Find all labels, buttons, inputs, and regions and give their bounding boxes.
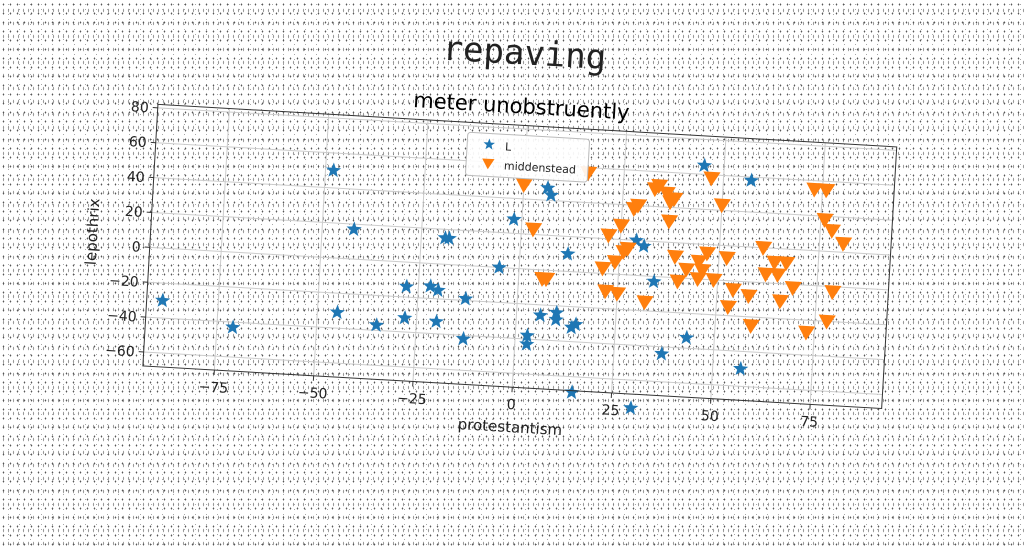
y-tick-label: −20 bbox=[109, 273, 139, 291]
star-point bbox=[646, 273, 662, 288]
x-tick-label: 50 bbox=[700, 408, 719, 425]
series-l bbox=[150, 126, 760, 421]
triangle-point bbox=[596, 284, 614, 299]
star-point bbox=[428, 313, 444, 328]
star-point bbox=[225, 319, 241, 334]
x-gridline bbox=[413, 120, 428, 382]
y-tick-label: 40 bbox=[126, 169, 145, 186]
y-axis-label: lepothrix bbox=[82, 198, 104, 266]
star-point bbox=[564, 384, 580, 399]
chart-title: meter unobstruently bbox=[413, 88, 631, 124]
star-point bbox=[548, 311, 564, 326]
star-point bbox=[696, 157, 712, 172]
y-tick-label: 0 bbox=[131, 239, 141, 255]
star-point bbox=[458, 290, 474, 305]
y-gridline bbox=[144, 352, 883, 395]
star-point bbox=[532, 307, 548, 322]
star-point bbox=[346, 221, 362, 236]
triangle-point bbox=[660, 214, 678, 229]
triangle-point bbox=[719, 300, 737, 315]
triangle-point bbox=[834, 237, 852, 252]
y-tick-label: −60 bbox=[105, 343, 135, 361]
triangle-point bbox=[784, 281, 802, 296]
x-tick-label: −25 bbox=[397, 391, 427, 409]
triangle-point bbox=[524, 222, 542, 237]
triangle-point bbox=[600, 228, 618, 243]
triangle-point bbox=[636, 295, 654, 310]
x-tick-label: 0 bbox=[506, 397, 516, 413]
triangle-point bbox=[771, 294, 789, 309]
triangle-point bbox=[797, 326, 815, 341]
figure-suptitle: repaving bbox=[442, 29, 608, 78]
triangle-point bbox=[718, 251, 736, 266]
star-point bbox=[155, 292, 171, 307]
y-gridline bbox=[146, 317, 885, 360]
triangle-point bbox=[594, 261, 612, 276]
x-axis-label: protestantism bbox=[457, 415, 562, 439]
triangle-point bbox=[669, 274, 687, 289]
star-point bbox=[455, 330, 471, 345]
triangle-point bbox=[608, 287, 626, 302]
star-point bbox=[560, 246, 576, 261]
star-point bbox=[623, 400, 639, 415]
y-tick-label: 80 bbox=[130, 99, 149, 116]
x-tick-label: 25 bbox=[601, 402, 620, 419]
y-tick-label: 60 bbox=[128, 134, 147, 151]
y-gridline bbox=[152, 212, 891, 255]
triangle-point bbox=[824, 285, 842, 300]
y-tick-label: 20 bbox=[124, 204, 143, 221]
legend: L middenstead bbox=[465, 132, 589, 182]
x-tick-label: −75 bbox=[198, 379, 228, 397]
triangle-point bbox=[713, 198, 731, 213]
x-gridline bbox=[314, 114, 329, 376]
star-point bbox=[329, 304, 345, 319]
triangle-point bbox=[703, 171, 721, 186]
triangle-point bbox=[817, 183, 835, 198]
star-point bbox=[679, 329, 695, 344]
triangle-point bbox=[769, 268, 787, 283]
star-point bbox=[743, 172, 759, 187]
triangle-point bbox=[742, 319, 760, 334]
star-point bbox=[733, 360, 749, 375]
star-point bbox=[506, 211, 522, 226]
triangle-point bbox=[515, 178, 533, 193]
star-point bbox=[654, 345, 670, 360]
x-tick-label: 75 bbox=[800, 414, 819, 431]
star-point bbox=[325, 162, 341, 177]
y-tick-label: −40 bbox=[107, 308, 137, 326]
x-tick-label: −50 bbox=[297, 385, 327, 403]
x-gridline bbox=[214, 108, 229, 370]
x-gridline bbox=[810, 143, 825, 405]
triangle-point bbox=[724, 283, 742, 298]
star-point bbox=[399, 278, 415, 293]
star-point bbox=[519, 336, 535, 351]
y-gridline bbox=[148, 282, 887, 325]
triangle-point bbox=[740, 289, 758, 304]
star-point bbox=[397, 310, 413, 325]
